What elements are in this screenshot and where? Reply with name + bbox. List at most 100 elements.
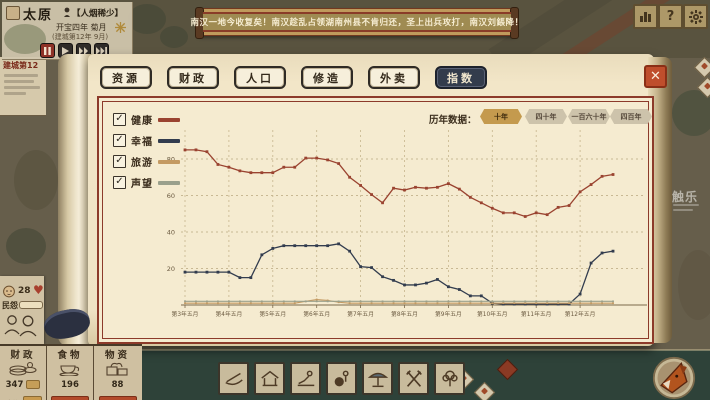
statistics-button[interactable] bbox=[633, 4, 658, 29]
tool-demolish-button[interactable] bbox=[398, 362, 429, 395]
tab-index[interactable]: 指数 bbox=[435, 66, 487, 89]
range-forty-years[interactable]: 四十年 bbox=[525, 109, 567, 124]
pause-button[interactable] bbox=[40, 43, 55, 58]
tab-trade[interactable]: 外卖 bbox=[368, 66, 420, 89]
tab-finance[interactable]: 财政 bbox=[167, 66, 219, 89]
checkbox-checked[interactable]: ✓ bbox=[113, 134, 126, 147]
svg-text:第11年五月: 第11年五月 bbox=[521, 310, 552, 318]
svg-text:第5年五月: 第5年五月 bbox=[259, 310, 286, 318]
tool-plant-tree-button[interactable] bbox=[434, 362, 465, 395]
gear-icon bbox=[688, 9, 703, 24]
stat-food: 食物 196 查看粮仓 bbox=[47, 346, 94, 400]
city-icon bbox=[6, 6, 20, 20]
map-trees bbox=[128, 4, 166, 34]
event-text-line bbox=[4, 74, 38, 77]
tool-market-button[interactable] bbox=[362, 362, 393, 395]
goods-icon bbox=[105, 362, 128, 376]
header-art bbox=[4, 24, 46, 54]
tree-icon bbox=[441, 369, 458, 386]
svg-text:60: 60 bbox=[167, 192, 175, 200]
tool-industry-button[interactable] bbox=[326, 362, 357, 395]
city-header: 太原 【人烟稀少】 开宝四年 菊月 (建城第12年 9月) bbox=[2, 2, 133, 60]
svg-text:第6年五月: 第6年五月 bbox=[303, 310, 330, 318]
watermark-line bbox=[673, 209, 693, 211]
tax-level-button[interactable]: 较轻 bbox=[23, 396, 43, 400]
checkbox-checked[interactable]: ✓ bbox=[113, 176, 126, 189]
range-ten-years[interactable]: 十年 bbox=[480, 109, 522, 124]
tool-road-button[interactable] bbox=[218, 362, 249, 395]
svg-text:第7年五月: 第7年五月 bbox=[347, 310, 374, 318]
food-value: 196 bbox=[61, 380, 79, 390]
map-field bbox=[678, 250, 710, 320]
checkbox-checked[interactable]: ✓ bbox=[113, 113, 126, 126]
city-name: 太原 bbox=[23, 8, 54, 23]
season-sun-icon bbox=[115, 22, 126, 33]
view-warehouse-button[interactable]: 查看货仓 bbox=[98, 396, 137, 400]
baby-icon bbox=[3, 285, 15, 298]
history-data-label: 历年数据： bbox=[429, 115, 477, 126]
range-160-years[interactable]: 一百六十年 bbox=[568, 109, 610, 124]
close-button[interactable]: ✕ bbox=[644, 65, 667, 88]
legend-swatch bbox=[158, 138, 180, 143]
event-text-line bbox=[4, 86, 40, 89]
checkbox-checked[interactable]: ✓ bbox=[113, 155, 126, 168]
population-status: 【人烟稀少】 bbox=[72, 9, 124, 19]
food-icon bbox=[59, 365, 80, 377]
question-mark-icon: ? bbox=[666, 9, 675, 24]
stove-icon bbox=[334, 370, 349, 386]
playback-controls bbox=[40, 43, 109, 58]
bar-chart-icon bbox=[640, 12, 651, 22]
chart-panel: 20 40 60 80 第3年五月 第4年五月 第5年五月 第6年五月 第7年五月 第8年五月 第9… bbox=[97, 96, 654, 344]
parasol-stall-icon bbox=[367, 372, 388, 387]
legend-item-tourism[interactable]: ✓ 旅游 bbox=[113, 154, 180, 169]
watermark-line bbox=[673, 204, 699, 206]
banner-text: 南汉一地今收复矣！南汉趁乱占领湖南州县不肯归还，圣上出兵攻打，南汉刘鋹降！ bbox=[190, 18, 524, 28]
map-marker-tile[interactable] bbox=[693, 56, 710, 79]
stat-goods: 物资 88 查看货仓 bbox=[94, 346, 141, 400]
goods-value: 88 bbox=[111, 380, 124, 390]
boat-icon bbox=[224, 372, 243, 385]
settings-button[interactable] bbox=[683, 4, 708, 29]
svg-text:第9年五月: 第9年五月 bbox=[435, 310, 462, 318]
event-text-line bbox=[4, 92, 26, 95]
legend-item-happiness[interactable]: ✓ 幸福 bbox=[113, 133, 180, 148]
map-trees bbox=[6, 228, 46, 264]
legend-swatch bbox=[158, 159, 180, 164]
villagers-icon bbox=[4, 315, 37, 337]
event-panel[interactable]: 建城第12 bbox=[0, 57, 46, 116]
legend-item-health[interactable]: ✓ 健康 bbox=[113, 112, 180, 127]
help-button[interactable]: ? bbox=[658, 4, 683, 29]
farmer-icon bbox=[297, 370, 314, 386]
event-panel-title: 建城第12 bbox=[3, 61, 39, 70]
finance-value: 347 bbox=[5, 380, 24, 390]
svg-text:20: 20 bbox=[167, 265, 175, 273]
tab-resources[interactable]: 资源 bbox=[100, 66, 152, 89]
coins-icon bbox=[9, 361, 37, 376]
tool-building-button[interactable] bbox=[254, 362, 285, 395]
view-granary-button[interactable]: 查看粮仓 bbox=[51, 396, 89, 400]
crossed-tools-icon bbox=[405, 369, 422, 387]
event-text-line bbox=[4, 80, 34, 83]
grievance-bar bbox=[19, 301, 43, 309]
hud-side-strip: 28 ♥ 民怨 bbox=[0, 276, 44, 344]
stat-finance: 财政 347 赋税 较轻 bbox=[0, 346, 47, 400]
population-pin-icon bbox=[64, 7, 70, 17]
history-line-chart: 20 40 60 80 第3年五月 第4年五月 第5年五月 第6年五月 第7年五月 第8年五月 第9… bbox=[167, 130, 647, 318]
population-count: 28 bbox=[18, 286, 31, 296]
svg-text:第3年五月: 第3年五月 bbox=[172, 310, 199, 318]
map-trees bbox=[672, 90, 710, 136]
svg-text:40: 40 bbox=[167, 228, 175, 236]
watermark: 触乐 bbox=[672, 190, 699, 204]
tool-farming-button[interactable] bbox=[290, 362, 321, 395]
tab-construction[interactable]: 修造 bbox=[301, 66, 353, 89]
svg-text:第8年五月: 第8年五月 bbox=[391, 310, 418, 318]
legend-item-reputation[interactable]: ✓ 声望 bbox=[113, 175, 180, 190]
range-400-years[interactable]: 四百年 bbox=[610, 109, 652, 124]
tab-population[interactable]: 人口 bbox=[234, 66, 286, 89]
heart-icon: ♥ bbox=[33, 283, 44, 297]
svg-text:第4年五月: 第4年五月 bbox=[215, 310, 242, 318]
hut-icon bbox=[260, 370, 279, 386]
notification-banner: 南汉一地今收复矣！南汉趁乱占领湖南州县不肯归还，圣上出兵攻打，南汉刘鋹降！ bbox=[191, 7, 523, 39]
map-shoreline bbox=[140, 349, 710, 351]
